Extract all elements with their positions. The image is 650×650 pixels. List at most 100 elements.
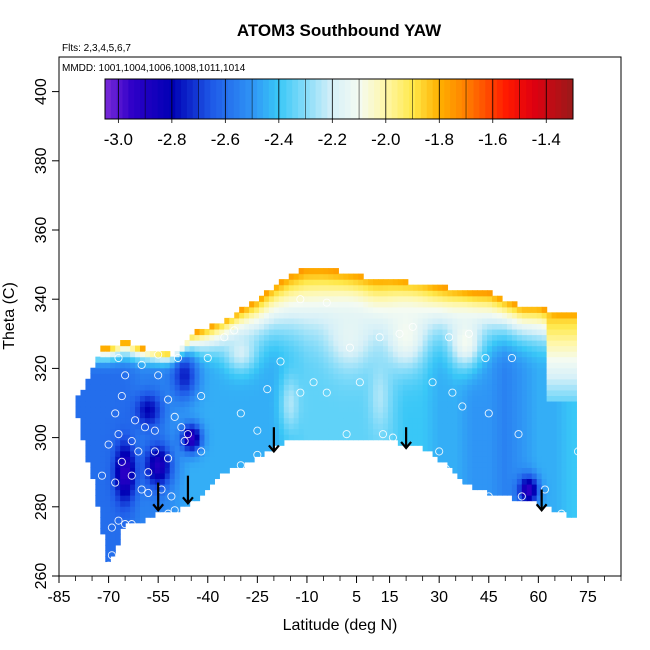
heatmap-cell <box>164 356 171 363</box>
heatmap-cell <box>358 417 364 424</box>
heatmap-cell <box>224 395 230 402</box>
heatmap-cell <box>343 400 349 408</box>
heatmap-cell <box>144 406 151 413</box>
heatmap-cell <box>457 439 463 446</box>
heatmap-cell <box>323 284 330 291</box>
heatmap-cell <box>501 467 508 474</box>
heatmap-cell <box>298 406 305 413</box>
heatmap-cell <box>209 345 215 352</box>
heatmap-cell <box>135 472 141 480</box>
heatmap-cell <box>219 423 225 430</box>
heatmap-cell <box>407 412 414 419</box>
heatmap-cell <box>249 317 255 325</box>
heatmap-cell <box>546 456 553 463</box>
heatmap-cell <box>144 445 151 452</box>
heatmap-cell <box>288 373 295 380</box>
heatmap-cell <box>219 345 225 352</box>
heatmap-cell <box>209 328 215 336</box>
heatmap-cell <box>482 467 488 474</box>
heatmap-cell <box>169 478 176 485</box>
heatmap-cell <box>382 345 389 352</box>
heatmap-cell <box>254 306 260 313</box>
heatmap-cell <box>209 378 215 385</box>
heatmap-cell <box>184 445 191 452</box>
heatmap-cell <box>546 478 553 485</box>
heatmap-cell <box>378 367 384 374</box>
heatmap-cell <box>135 467 141 474</box>
heatmap-cell <box>348 373 354 380</box>
heatmap-cell <box>313 378 320 385</box>
heatmap-cell <box>328 373 334 380</box>
heatmap-cell <box>397 345 404 352</box>
heatmap-cell <box>501 345 508 352</box>
heatmap-cell <box>184 423 191 430</box>
heatmap-cell <box>308 434 315 441</box>
heatmap-cell <box>298 417 305 424</box>
heatmap-cell <box>422 384 429 391</box>
heatmap-cell <box>397 412 404 419</box>
heatmap-cell <box>526 406 533 413</box>
heatmap-cell <box>199 400 206 408</box>
heatmap-cell <box>278 279 285 286</box>
heatmap-cell <box>378 301 384 308</box>
heatmap-cell <box>561 417 568 424</box>
heatmap-cell <box>249 373 255 380</box>
heatmap-cell <box>348 417 354 424</box>
heatmap-cell <box>432 351 439 358</box>
heatmap-cell <box>343 406 349 413</box>
heatmap-cell <box>417 340 424 347</box>
heatmap-cell <box>536 389 543 396</box>
heatmap-cell <box>199 328 206 336</box>
heatmap-cell <box>100 400 106 408</box>
heatmap-cell <box>561 428 568 435</box>
heatmap-cell <box>368 334 374 341</box>
heatmap-cell <box>497 428 503 435</box>
heatmap-cell <box>531 467 538 474</box>
heatmap-cell <box>482 428 488 435</box>
heatmap-cell <box>298 301 305 308</box>
heatmap-cell <box>487 340 493 347</box>
heatmap-cell <box>482 306 488 313</box>
heatmap-cell <box>442 345 449 352</box>
heatmap-cell <box>204 439 211 446</box>
heatmap-cell <box>328 412 334 419</box>
heatmap-cell <box>169 461 176 468</box>
heatmap-cell <box>368 412 374 419</box>
heatmap-cell <box>353 417 359 424</box>
heatmap-cell <box>184 378 191 385</box>
heatmap-cell <box>452 373 458 380</box>
heatmap-cell <box>417 434 424 441</box>
heatmap-cell <box>378 423 384 430</box>
heatmap-cell <box>368 284 374 291</box>
heatmap-cell <box>174 445 181 452</box>
heatmap-cell <box>110 378 116 385</box>
heatmap-cell <box>184 345 191 352</box>
heatmap-cell <box>259 378 265 385</box>
heatmap-cell <box>511 423 518 430</box>
heatmap-cell <box>194 417 201 424</box>
heatmap-cell <box>358 279 364 286</box>
heatmap-cell <box>154 373 161 380</box>
heatmap-cell <box>144 428 151 435</box>
heatmap-cell <box>571 472 577 480</box>
heatmap-cell <box>278 423 285 430</box>
heatmap-cell <box>159 367 166 374</box>
heatmap-cell <box>174 384 181 391</box>
heatmap-cell <box>204 373 211 380</box>
heatmap-cell <box>477 412 483 419</box>
heatmap-cell <box>387 406 394 413</box>
heatmap-cell <box>506 412 513 419</box>
heatmap-cell <box>343 284 349 291</box>
heatmap-cell <box>249 301 255 308</box>
heatmap-cell <box>511 428 518 435</box>
heatmap-cell <box>224 356 230 363</box>
colorbar-swatch <box>403 79 410 119</box>
heatmap-cell <box>239 395 245 402</box>
heatmap-cell <box>75 406 82 413</box>
heatmap-cell <box>437 406 444 413</box>
heatmap-cell <box>328 428 334 435</box>
heatmap-cell <box>397 406 404 413</box>
heatmap-cell <box>397 301 404 308</box>
heatmap-cell <box>219 417 225 424</box>
heatmap-cell <box>234 362 240 369</box>
